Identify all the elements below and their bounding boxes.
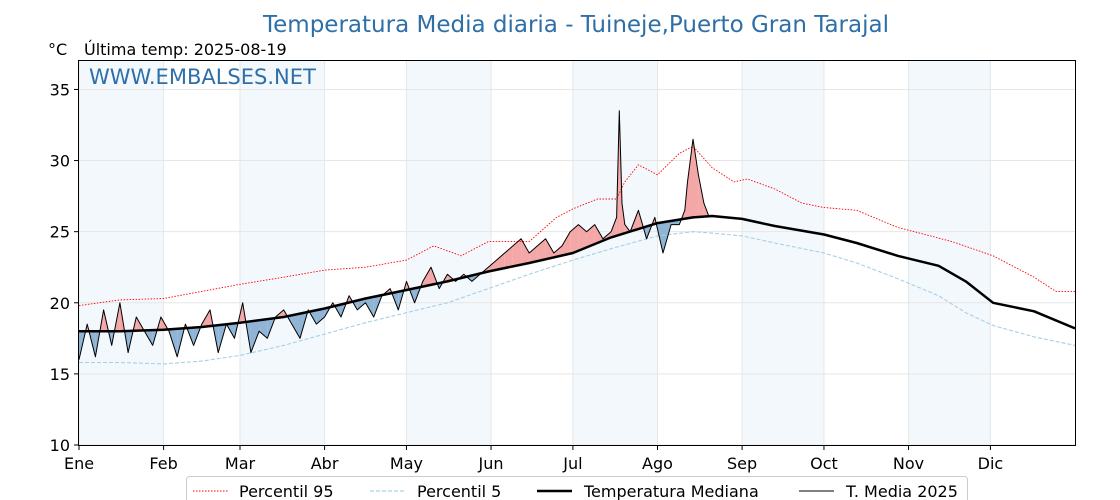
x-tick-label-9: Oct	[810, 454, 838, 473]
series-line-0	[78, 145, 1075, 307]
anomaly-fill-65-0	[611, 217, 617, 238]
anomaly-fill-78-0	[687, 139, 693, 219]
y-tick-label-15: 15	[50, 365, 70, 384]
anomaly-fill-57-0	[545, 238, 554, 260]
anomaly-fill-21-0	[250, 320, 260, 353]
x-tick-label-10: Nov	[893, 454, 924, 473]
legend-label-median: Temperatura Mediana	[583, 482, 759, 500]
anomaly-fill-63-0	[594, 224, 603, 245]
legend-label-p5: Percentil 5	[417, 482, 501, 500]
x-tick-label-3: Abr	[311, 454, 339, 473]
chart-title: Temperatura Media diaria - Tuineje,Puert…	[262, 12, 889, 38]
y-tick-label-30: 30	[50, 152, 70, 171]
legend-label-p95: Percentil 95	[239, 482, 334, 500]
series-lines	[78, 110, 1076, 365]
last-temp-label: Última temp: 2025-08-19	[84, 40, 287, 59]
x-tick-label-8: Sep	[727, 454, 757, 473]
month-band-1	[239, 61, 325, 445]
anomaly-fill-55-0	[529, 245, 538, 263]
anomaly-fill-22-0	[259, 319, 268, 339]
series-line-3	[78, 110, 710, 360]
legend-box	[186, 476, 968, 500]
series-line-2	[79, 214, 1076, 333]
month-bands	[79, 61, 991, 445]
x-tick-label-5: Jun	[478, 454, 504, 473]
anomaly-fill-54-0	[521, 238, 530, 265]
x-tick-label-4: May	[390, 454, 423, 473]
x-tick-label-7: Ago	[642, 454, 673, 473]
month-band-4	[742, 61, 824, 445]
plot-frame	[78, 60, 1076, 446]
anomaly-fill-61-0	[578, 224, 587, 251]
anomaly-fill-29-0	[316, 308, 325, 325]
anomaly-fill-42-0	[422, 267, 431, 287]
month-band-5	[908, 61, 991, 445]
anomaly-fill-60-0	[570, 224, 579, 254]
y-tick-label-25: 25	[50, 223, 70, 242]
month-band-2	[406, 61, 492, 445]
anomaly-fill-34-0	[357, 298, 366, 310]
unit-label: °C	[48, 40, 67, 59]
series-line-1	[79, 231, 1076, 365]
watermark: WWW.EMBALSES.NET	[89, 65, 316, 89]
month-band-0	[79, 61, 164, 445]
anomaly-fill-50-0	[488, 260, 497, 272]
anomaly-fill-79-0	[693, 139, 699, 218]
legend: Percentil 95 Percentil 5 Temperatura Med…	[186, 476, 968, 500]
month-band-3	[572, 61, 658, 445]
x-tick-label-6: Jul	[562, 454, 582, 473]
anomaly-fill-59-0	[562, 231, 571, 256]
anomaly-fill-58-0	[553, 245, 562, 258]
y-tick-label-20: 20	[50, 294, 70, 313]
y-tick-label-35: 35	[50, 80, 70, 99]
x-axis: Ene Feb Mar Abr May Jun Jul Ago Sep Oct Nov Dic	[64, 445, 1003, 473]
anomaly-fill-53-0	[512, 238, 522, 267]
anomaly-fill-26-0	[291, 313, 300, 339]
anomaly-fill-51-0	[496, 253, 505, 270]
legend-label-media2025: T. Media 2025	[845, 482, 958, 500]
y-axis: 10 15 20 25 30 35	[50, 80, 79, 455]
anomaly-fill-35-0	[365, 296, 374, 317]
x-tick-label-11: Dic	[978, 454, 1004, 473]
x-tick-label-1: Feb	[149, 454, 177, 473]
y-tick-label-10: 10	[50, 436, 70, 455]
x-tick-label-2: Mar	[225, 454, 256, 473]
anomaly-fill-80-0	[698, 174, 704, 217]
x-tick-label-0: Ene	[64, 454, 94, 473]
